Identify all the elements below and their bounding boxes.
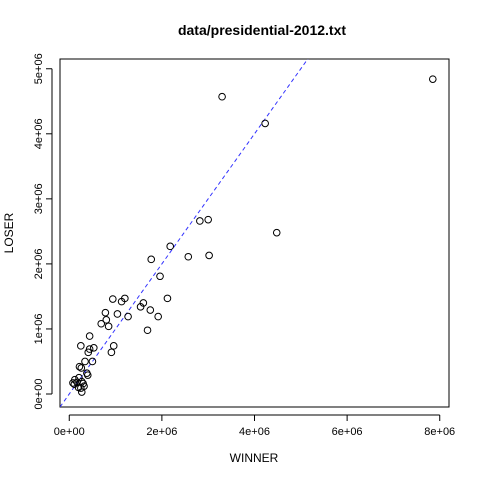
x-tick-label: 0e+00 xyxy=(54,426,85,438)
data-point xyxy=(77,388,86,396)
data-point xyxy=(272,228,281,237)
plot-frame xyxy=(59,58,450,408)
y-axis-label: LOSER xyxy=(2,212,16,253)
data-point xyxy=(104,322,113,331)
data-point xyxy=(101,308,110,317)
data-point xyxy=(69,379,77,387)
y-tick-label: 1e+06 xyxy=(33,313,45,344)
data-point xyxy=(75,362,84,371)
x-tick-label: 6e+06 xyxy=(332,426,363,438)
data-point xyxy=(85,332,94,340)
data-point xyxy=(184,252,193,261)
data-point xyxy=(166,242,175,251)
data-point xyxy=(139,299,148,307)
y-tick-label: 2e+06 xyxy=(33,248,45,279)
data-point xyxy=(83,371,92,379)
data-point xyxy=(81,357,89,366)
data-point xyxy=(147,255,156,264)
x-tick-label: 2e+06 xyxy=(146,426,177,438)
x-tick-label: 4e+06 xyxy=(239,426,270,438)
data-point xyxy=(124,312,132,321)
reference-line xyxy=(60,59,309,407)
data-point xyxy=(154,312,162,321)
y-tick-label: 4e+06 xyxy=(33,118,45,149)
y-tick-label: 0e+00 xyxy=(33,379,45,410)
chart-title: data/presidential-2012.txt xyxy=(178,22,346,38)
data-point xyxy=(84,348,93,357)
data-point xyxy=(218,92,226,101)
x-tick-label: 8e+06 xyxy=(424,426,455,438)
data-point xyxy=(107,348,116,357)
data-point xyxy=(117,297,126,306)
data-point xyxy=(146,306,155,314)
data-point xyxy=(88,357,97,366)
data-point xyxy=(77,342,85,350)
data-point xyxy=(109,342,118,350)
y-tick-label: 5e+06 xyxy=(33,53,45,84)
data-point xyxy=(261,119,269,128)
data-point xyxy=(97,319,106,328)
data-point xyxy=(102,316,111,324)
data-point xyxy=(108,295,117,303)
data-point xyxy=(77,364,86,372)
data-point xyxy=(428,75,437,83)
data-point xyxy=(163,294,172,303)
x-axis-label: WINNER xyxy=(230,451,279,465)
data-point xyxy=(156,272,164,281)
data-point xyxy=(90,344,98,352)
data-point xyxy=(143,326,152,335)
data-point xyxy=(113,310,122,318)
data-point xyxy=(205,251,213,260)
data-point xyxy=(204,215,212,224)
data-point xyxy=(196,217,204,225)
y-tick-label: 3e+06 xyxy=(33,183,45,214)
